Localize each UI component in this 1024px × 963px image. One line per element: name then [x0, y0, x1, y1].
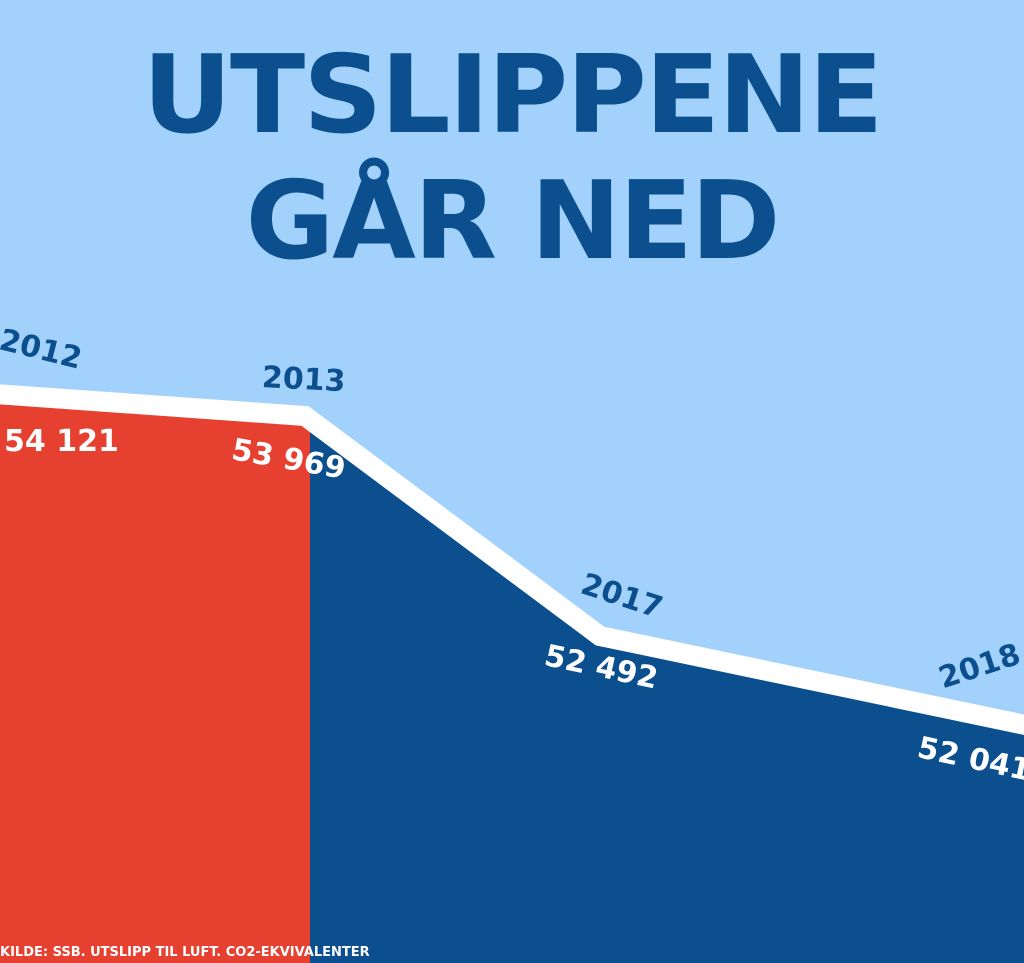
title-line-1: UTSLIPPENE	[142, 33, 884, 158]
year-label-2013: 2013	[261, 360, 347, 400]
area-fill-red-highlight	[0, 400, 310, 963]
source-note: KILDE: SSB. UTSLIPP TIL LUFT. CO2-EKVIVA…	[0, 945, 370, 960]
value-label-2012: 54 121	[4, 424, 119, 459]
trend-line	[0, 384, 1024, 735]
title-line-2: GÅR NED	[245, 159, 781, 284]
